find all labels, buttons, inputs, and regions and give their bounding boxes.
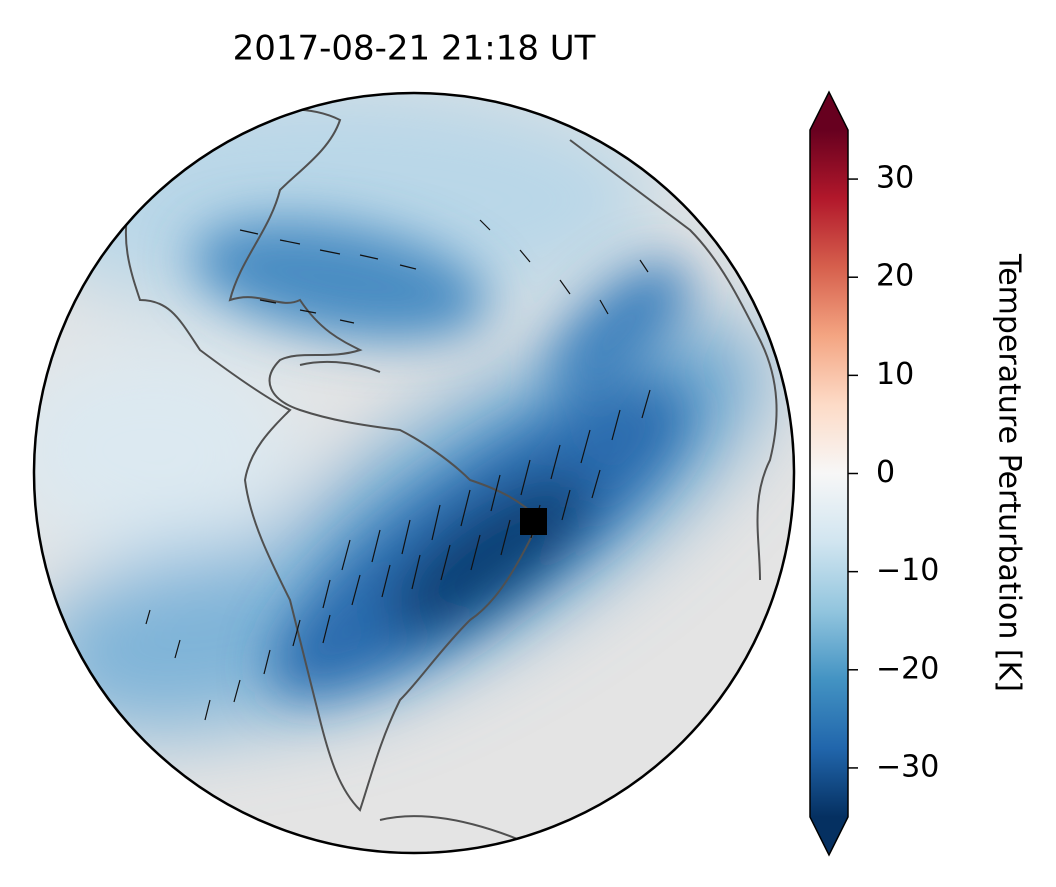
colorbar-extend-top: [810, 92, 848, 130]
colorbar-tick-label: −10: [876, 553, 939, 588]
wind-arrows: [145, 219, 651, 721]
colorbar-fill: [810, 130, 848, 817]
globe-outline: [32, 91, 796, 855]
colorbar-extend-bottom: [810, 817, 848, 855]
colorbar-outline: [809, 90, 849, 857]
colorbar-tick-label: 30: [876, 161, 914, 196]
colorbar-tick-label: 10: [876, 357, 914, 392]
colorbar: −30 −20 −10 0 10 20 30: [809, 90, 939, 857]
chart-title: 2017-08-21 21:18 UT: [233, 29, 596, 69]
globe: [34, 93, 794, 853]
colorbar-tick-label: −20: [876, 651, 939, 686]
location-marker: [520, 508, 547, 535]
colorbar-tick-label: 20: [876, 259, 914, 294]
colorbar-tick-label: −30: [876, 749, 939, 784]
colorbar-tick-label: 0: [876, 455, 895, 490]
colorbar-label: Temperature Perturbation [K]: [992, 253, 1027, 692]
